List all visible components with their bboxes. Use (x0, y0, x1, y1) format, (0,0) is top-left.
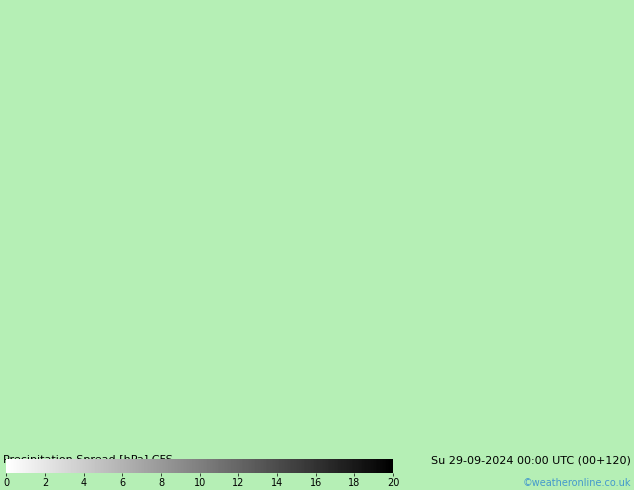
Text: Precipitation Spread [hPa] CFS: Precipitation Spread [hPa] CFS (3, 455, 173, 465)
Text: Su 29-09-2024 00:00 UTC (00+120): Su 29-09-2024 00:00 UTC (00+120) (431, 455, 631, 465)
Text: ©weatheronline.co.uk: ©weatheronline.co.uk (522, 478, 631, 488)
